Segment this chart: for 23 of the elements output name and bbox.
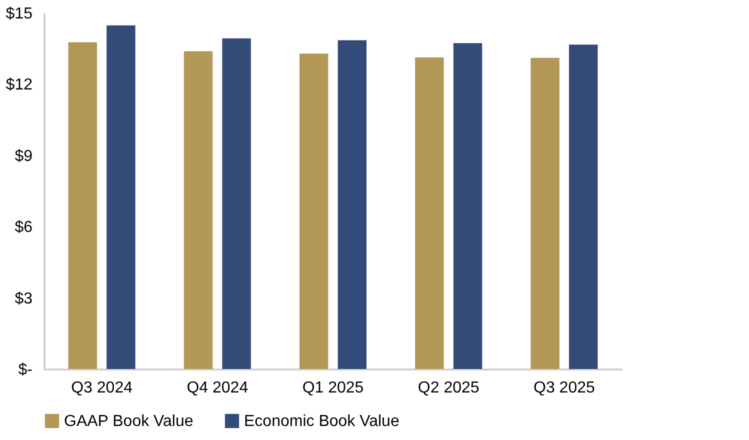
legend-label: GAAP Book Value xyxy=(64,413,194,430)
bar xyxy=(415,57,444,369)
x-tick-label: Q3 2025 xyxy=(534,380,595,396)
bar xyxy=(530,58,560,369)
x-tick-label: Q3 2024 xyxy=(71,380,133,396)
bar xyxy=(299,54,328,369)
bar xyxy=(184,51,213,369)
bar xyxy=(106,25,136,369)
bar xyxy=(68,42,98,369)
y-tick-label: $- xyxy=(18,362,32,378)
bar xyxy=(338,40,367,369)
bar xyxy=(453,43,482,369)
legend-label: Economic Book Value xyxy=(244,413,400,430)
x-tick-label: Q1 2025 xyxy=(302,380,364,396)
x-tick-label: Q2 2025 xyxy=(418,380,480,396)
bar xyxy=(222,38,251,369)
y-tick-label: $6 xyxy=(14,219,33,236)
bar xyxy=(568,44,598,369)
y-tick-label: $15 xyxy=(6,6,33,22)
x-tick-label: Q4 2024 xyxy=(186,380,248,396)
y-tick-label: $12 xyxy=(6,76,33,94)
y-tick-label: $9 xyxy=(14,148,33,165)
y-tick-label: $3 xyxy=(14,290,33,308)
